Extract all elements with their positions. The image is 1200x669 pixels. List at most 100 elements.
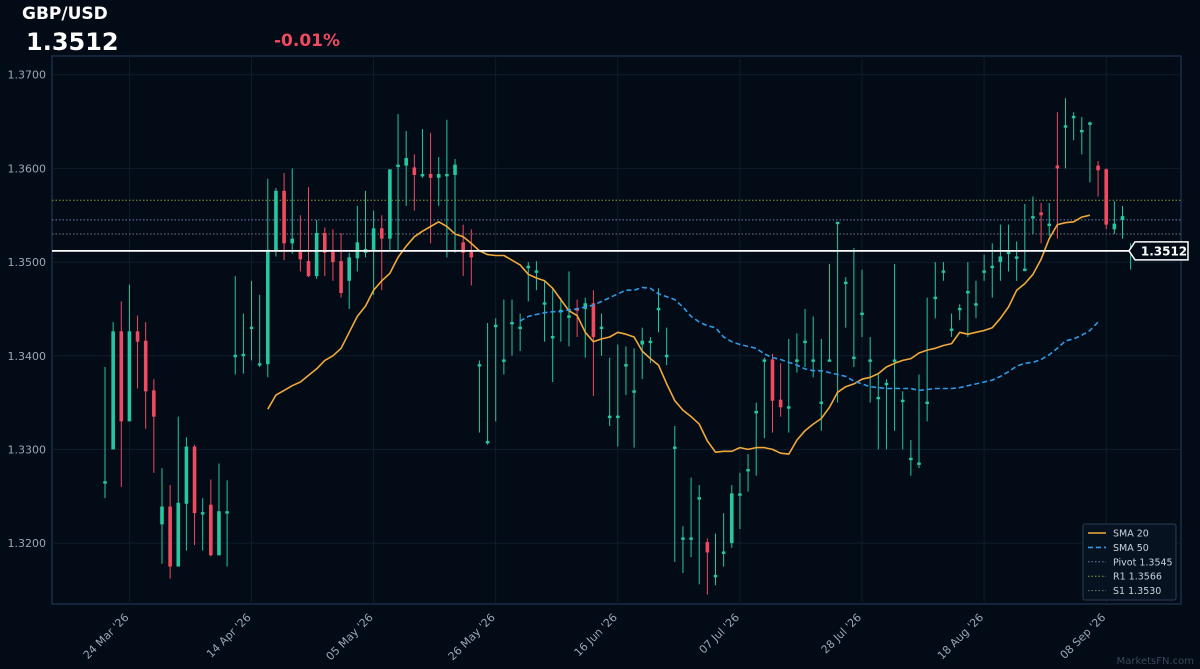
- candle-body: [485, 440, 490, 444]
- x-tick-label: 18 Aug '26: [935, 611, 986, 662]
- candle-body: [900, 399, 905, 403]
- candle-body: [591, 303, 596, 338]
- candle-body: [754, 410, 758, 414]
- legend-label: R1 1.3566: [1113, 572, 1162, 583]
- legend-box: [1082, 523, 1177, 601]
- candle-body: [1039, 212, 1043, 216]
- candle-body: [729, 493, 734, 544]
- candle-body: [192, 446, 197, 514]
- candle-body: [909, 457, 913, 461]
- candle-body: [957, 307, 962, 311]
- candle-body: [990, 265, 995, 269]
- legend-label: SMA 50: [1113, 543, 1149, 554]
- candle-body: [1014, 256, 1019, 259]
- candle-body: [257, 363, 262, 366]
- candle-body: [876, 396, 881, 400]
- y-tick-label: 1.3200: [8, 537, 47, 550]
- candle-body: [550, 336, 555, 339]
- candle-body: [518, 326, 522, 330]
- candle-body: [510, 321, 514, 325]
- candle-body: [111, 331, 115, 450]
- candle-body: [428, 173, 433, 178]
- candle-body: [436, 173, 441, 178]
- candle-body: [119, 331, 124, 422]
- candle-body: [860, 312, 864, 316]
- candle-body: [1055, 165, 1060, 169]
- candle-body: [266, 249, 270, 365]
- candle-body: [184, 446, 189, 504]
- candle-body: [168, 506, 172, 567]
- y-tick-label: 1.3700: [8, 69, 47, 82]
- candle-body: [1047, 223, 1052, 227]
- x-tick-label: 08 Sep '26: [1058, 611, 1109, 662]
- candle-body: [1120, 216, 1125, 220]
- candle-body: [998, 256, 1003, 263]
- candle-body: [314, 232, 319, 277]
- candle-body: [697, 497, 702, 500]
- candle-body: [917, 462, 921, 465]
- candle-body: [966, 291, 970, 294]
- candle-body: [1088, 122, 1092, 125]
- candle-body: [673, 446, 677, 449]
- candle-body: [282, 190, 286, 244]
- y-tick-label: 1.3500: [8, 256, 47, 269]
- candle-body: [445, 173, 449, 177]
- candle-body: [681, 537, 685, 540]
- candle-body: [713, 574, 718, 578]
- candle-body: [892, 359, 897, 362]
- candle-body: [160, 506, 164, 525]
- candle-body: [493, 324, 498, 328]
- candle-body: [1071, 115, 1076, 119]
- candle-body: [209, 504, 213, 556]
- y-tick-label: 1.3300: [8, 443, 47, 456]
- candle-body: [274, 190, 278, 251]
- candle-body: [721, 551, 726, 554]
- candle-body: [884, 382, 889, 386]
- y-tick-label: 1.3600: [8, 162, 47, 175]
- last-price: 1.3512: [26, 28, 119, 56]
- candle-body: [143, 340, 148, 392]
- candle-body: [795, 359, 799, 362]
- x-tick-label: 14 Apr '26: [204, 611, 254, 661]
- candle-body: [852, 356, 856, 360]
- candle-body: [298, 251, 303, 260]
- candle-body: [542, 302, 547, 305]
- candle-body: [396, 164, 400, 167]
- watermark: MarketsFN.com: [1116, 656, 1194, 667]
- candle-body: [176, 502, 181, 567]
- sma20-line: [267, 214, 1091, 455]
- candle-body: [835, 221, 840, 225]
- candle-body: [770, 359, 775, 401]
- x-tick-label: 07 Jul '26: [697, 611, 742, 656]
- candle-body: [656, 307, 661, 311]
- candle-body: [803, 340, 807, 344]
- candle-body: [322, 232, 327, 253]
- candle-body: [241, 353, 246, 357]
- candle-body: [583, 303, 588, 309]
- candle-body: [705, 542, 710, 553]
- candle-body: [949, 328, 954, 331]
- candle-body: [607, 415, 612, 419]
- candle-body: [974, 303, 978, 306]
- candle-body: [347, 257, 351, 281]
- candle-body: [461, 242, 465, 253]
- candle-body: [1063, 125, 1068, 128]
- candle-body: [648, 340, 653, 344]
- candle-body: [762, 359, 767, 362]
- candle-body: [925, 401, 929, 404]
- candle-body: [1006, 251, 1011, 255]
- candle-body: [388, 169, 392, 239]
- candle-body: [599, 326, 604, 330]
- candle-body: [225, 511, 229, 514]
- candle-body: [404, 158, 408, 166]
- x-tick-label: 26 May '26: [446, 611, 498, 663]
- legend-label: S1 1.3530: [1113, 586, 1161, 597]
- candle-body: [233, 354, 238, 358]
- candle-body: [371, 228, 376, 250]
- last-price-tag-label: 1.3512: [1141, 244, 1187, 258]
- candle-body: [534, 270, 539, 273]
- candle-body: [152, 390, 156, 417]
- candle-body: [843, 281, 848, 285]
- candle-body: [811, 359, 815, 362]
